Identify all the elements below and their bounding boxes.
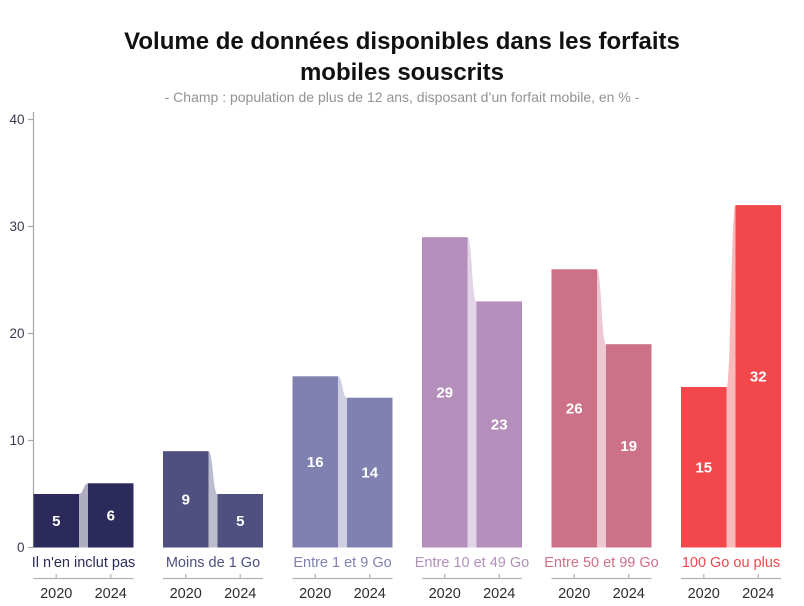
chart-title: Volume de données disponibles dans les f…: [124, 28, 680, 86]
bar-2024: [217, 494, 263, 548]
bar-value-label-2024: 5: [236, 513, 244, 530]
year-label-2020: 2020: [558, 586, 590, 602]
bar-2020: [292, 376, 338, 548]
bar-2020: [422, 237, 468, 548]
bar-value-label-2024: 19: [620, 438, 637, 455]
category-label: Entre 10 et 49 Go: [415, 555, 529, 571]
bar-2020: [33, 494, 79, 548]
chart-subtitle: - Champ : population de plus de 12 ans, …: [164, 89, 640, 105]
bar-2024: [476, 301, 522, 548]
category-label: Moins de 1 Go: [166, 555, 260, 571]
bar-value-label-2020: 9: [182, 491, 190, 508]
year-label-2024: 2024: [613, 586, 645, 602]
year-label-2024: 2024: [742, 586, 774, 602]
bar-2020: [551, 269, 597, 548]
year-label-2020: 2020: [688, 586, 720, 602]
year-label-2020: 2020: [299, 586, 331, 602]
category-label: Entre 1 et 9 Go: [293, 555, 391, 571]
bar-value-label-2020: 26: [566, 400, 583, 417]
year-label-2024: 2024: [354, 586, 386, 602]
bar-2024: [735, 205, 781, 548]
year-label-2020: 2020: [40, 586, 72, 602]
year-connector-ribbon: [597, 269, 606, 548]
bar-2020: [681, 387, 727, 548]
bar-value-label-2020: 15: [695, 459, 712, 476]
y-tick-label: 0: [17, 540, 25, 555]
year-label-2020: 2020: [170, 586, 202, 602]
bar-value-label-2024: 32: [750, 368, 767, 385]
y-tick-label: 40: [9, 112, 24, 127]
category-label: Il n'en inclut pas: [32, 555, 136, 571]
bar-2024: [347, 397, 393, 548]
year-connector-ribbon: [79, 483, 88, 548]
bar-value-label-2024: 23: [491, 416, 508, 433]
year-label-2024: 2024: [224, 586, 256, 602]
year-connector-ribbon: [467, 237, 477, 548]
y-tick-label: 10: [9, 433, 24, 448]
bar-value-label-2024: 14: [361, 465, 378, 482]
year-label-2024: 2024: [95, 586, 127, 602]
year-connector-ribbon: [726, 205, 736, 548]
year-connector-ribbon: [208, 451, 218, 548]
bar-value-label-2020: 29: [436, 384, 453, 401]
year-label-2024: 2024: [483, 586, 515, 602]
category-label: Entre 50 et 99 Go: [544, 555, 658, 571]
bar-2024: [88, 483, 134, 548]
bar-value-label-2024: 6: [107, 507, 115, 524]
year-connector-ribbon: [338, 376, 347, 548]
year-label-2020: 2020: [429, 586, 461, 602]
bar-value-label-2020: 16: [307, 454, 324, 471]
category-label: 100 Go ou plus: [682, 555, 780, 571]
y-tick-label: 30: [9, 219, 24, 234]
bar-2024: [606, 344, 652, 548]
bar-2020: [163, 451, 209, 548]
bar-value-label-2020: 5: [52, 513, 60, 530]
y-tick-label: 20: [9, 326, 24, 341]
